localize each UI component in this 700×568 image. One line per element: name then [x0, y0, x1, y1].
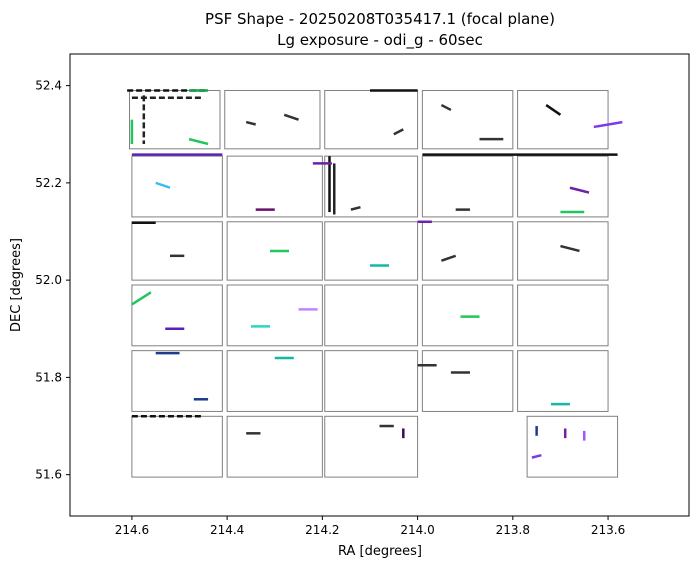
- psf-streak: [283, 113, 299, 121]
- ccd-cell: [324, 89, 419, 150]
- ccd-cell: [224, 89, 321, 150]
- ccd-cell: [324, 350, 419, 412]
- ccd-cell: [324, 221, 419, 281]
- x-tick-label: 214.6: [115, 523, 149, 537]
- plot-frame: [69, 53, 690, 517]
- ccd-cell: [226, 284, 323, 347]
- y-tick-label: 51.8: [35, 370, 62, 384]
- psf-streak: [188, 137, 209, 146]
- psf-streak: [350, 205, 361, 211]
- psf-streak: [393, 128, 404, 136]
- ccd-cell: [226, 350, 323, 412]
- psf-streak: [440, 103, 452, 112]
- psf-streak: [131, 291, 152, 306]
- psf-streak: [245, 120, 257, 126]
- ccd-cell: [421, 221, 514, 281]
- ccd-cell: [421, 155, 514, 218]
- x-tick-label: 213.8: [496, 523, 530, 537]
- ccd-cell: [131, 350, 223, 412]
- ccd-cell: [131, 221, 223, 281]
- ccd-cell: [131, 284, 223, 347]
- ccd-cell: [131, 155, 223, 218]
- psf-streak: [440, 254, 457, 262]
- ccd-cell: [324, 155, 419, 218]
- chart-subtitle: Lg exposure - odi_g - 60sec: [277, 31, 483, 50]
- psf-streak: [545, 104, 562, 116]
- x-tick-label: 214.2: [305, 523, 339, 537]
- x-tick-label: 213.6: [591, 523, 625, 537]
- y-tick-label: 51.6: [35, 468, 62, 482]
- ccd-cell: [324, 284, 419, 347]
- ccd-cell: [517, 350, 609, 412]
- x-axis-ticks: 214.6 214.4 214.2 214.0 213.8 213.6: [115, 516, 625, 537]
- psf-streak: [593, 120, 623, 129]
- y-tick-label: 52.4: [35, 79, 62, 93]
- ccd-cell: [517, 89, 609, 150]
- ccd-grid: [129, 89, 619, 478]
- ccd-cell: [421, 89, 514, 150]
- x-tick-label: 214.4: [210, 523, 244, 537]
- ccd-cell: [421, 284, 514, 347]
- ccd-cell: [517, 221, 609, 281]
- y-tick-label: 52.2: [35, 176, 62, 190]
- y-tick-label: 52.0: [35, 273, 62, 287]
- psf-streak: [531, 453, 542, 459]
- ccd-cell: [226, 155, 323, 218]
- chart-title: PSF Shape - 20250208T035417.1 (focal pla…: [205, 10, 555, 28]
- chart-title-group: PSF Shape - 20250208T035417.1 (focal pla…: [205, 10, 555, 50]
- ccd-cell: [421, 350, 514, 412]
- ccd-cell: [324, 415, 419, 478]
- x-axis-label: RA [degrees]: [338, 544, 422, 559]
- psf-streaks: [127, 89, 623, 459]
- psf-streak: [155, 181, 171, 189]
- ccd-cell: [226, 221, 323, 281]
- psf-streak: [560, 244, 580, 253]
- y-axis-label: DEC [degrees]: [9, 238, 24, 332]
- psf-streak: [569, 186, 590, 194]
- x-tick-label: 214.0: [400, 523, 434, 537]
- ccd-cell: [517, 155, 609, 218]
- ccd-cell: [526, 415, 619, 478]
- ccd-cell: [517, 284, 609, 347]
- y-axis-ticks: 51.6 51.8 52.0 52.2 52.4: [35, 79, 70, 482]
- ccd-cell: [131, 415, 223, 478]
- ccd-cell: [226, 415, 323, 478]
